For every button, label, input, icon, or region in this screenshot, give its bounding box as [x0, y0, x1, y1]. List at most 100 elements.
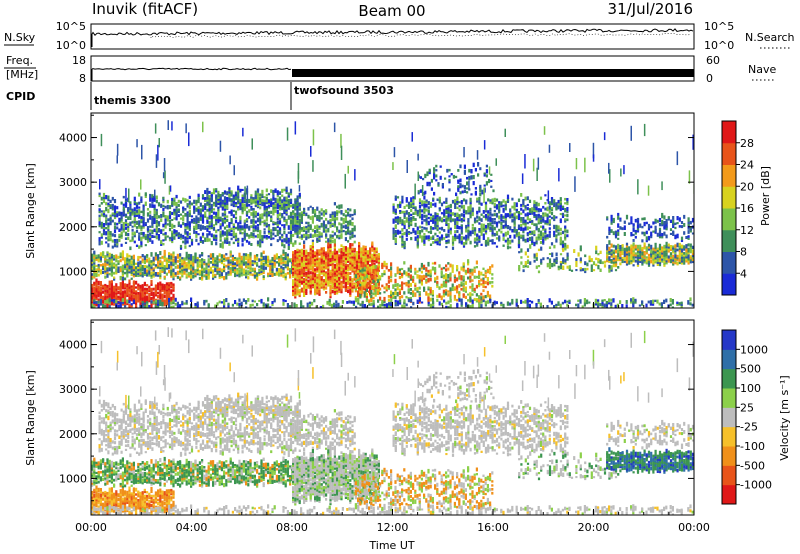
- power-cell: [473, 245, 477, 248]
- power-cell: [338, 270, 341, 273]
- power-cell: [643, 253, 646, 256]
- power-cell: [157, 234, 161, 239]
- power-cell: [555, 235, 558, 239]
- power-cell: [132, 254, 135, 260]
- power-cell: [287, 198, 290, 202]
- power-cell: [394, 216, 397, 219]
- power-cell: [194, 269, 197, 274]
- power-cell: [164, 205, 167, 209]
- power-cell: [435, 174, 438, 178]
- power-cell: [338, 229, 341, 234]
- power-cell: [176, 253, 179, 257]
- power-cell: [309, 224, 312, 228]
- power-cell: [421, 229, 424, 233]
- power-cell: [252, 214, 255, 219]
- power-cell: [149, 232, 152, 236]
- power-cell: [122, 224, 125, 229]
- power-cell: [190, 268, 193, 271]
- power-cell: [559, 236, 562, 240]
- power-cell: [130, 288, 133, 294]
- power-cell: [647, 253, 651, 257]
- power-cell: [355, 261, 358, 265]
- power-cell: [210, 224, 213, 228]
- power-cell: [245, 253, 248, 257]
- power-cell: [466, 176, 469, 180]
- power-cell: [221, 200, 224, 205]
- power-cell: [336, 283, 339, 287]
- power-cell: [185, 273, 188, 277]
- power-cell: [449, 263, 452, 268]
- power-cell: [181, 271, 184, 276]
- power-cell: [143, 300, 146, 305]
- power-cell: [208, 197, 211, 202]
- power-cell: [429, 230, 433, 234]
- power-cell: [329, 270, 332, 275]
- power-cell: [340, 250, 343, 254]
- power-cell: [234, 262, 237, 266]
- power-cell: [608, 249, 611, 253]
- power-cell: [592, 269, 596, 272]
- power-cell: [193, 225, 196, 228]
- power-cell: [333, 286, 336, 289]
- power-cell: [325, 217, 328, 221]
- power-cell: [230, 212, 233, 217]
- power-cell: [338, 257, 341, 261]
- power-cell: [371, 257, 374, 260]
- power-cell: [535, 226, 538, 229]
- power-cell: [253, 270, 256, 273]
- power-cell: [276, 192, 279, 196]
- power-cell: [458, 241, 461, 244]
- power-cell: [573, 249, 576, 253]
- power-cell: [127, 208, 130, 212]
- power-cell: [223, 219, 227, 222]
- power-cell: [135, 262, 138, 265]
- power-cell: [128, 270, 131, 274]
- power-cell: [107, 227, 110, 230]
- power-cell: [377, 253, 380, 256]
- power-cell: [128, 265, 131, 270]
- power-cell: [188, 232, 191, 235]
- power-cell: [329, 293, 332, 297]
- power-cell: [124, 219, 128, 222]
- power-cell: [259, 198, 262, 202]
- power-cell: [441, 183, 444, 187]
- power-cell: [166, 217, 169, 222]
- power-cell: [187, 257, 190, 262]
- power-cell: [491, 228, 494, 233]
- power-cell: [175, 202, 178, 207]
- power-cell: [270, 203, 273, 207]
- power-cell: [303, 249, 306, 253]
- power-cell: [320, 276, 323, 279]
- power-cell: [132, 287, 135, 291]
- power-cell: [325, 224, 328, 227]
- power-cell: [623, 260, 626, 263]
- power-cell: [366, 260, 369, 265]
- power-cell: [105, 222, 108, 226]
- power-cell: [394, 230, 397, 233]
- power-cell: [113, 205, 117, 210]
- power-cell: [228, 241, 231, 244]
- power-cell: [449, 227, 452, 231]
- power-cell: [307, 207, 310, 211]
- power-cell: [329, 280, 332, 285]
- power-cell: [294, 199, 297, 203]
- power-cell: [478, 208, 481, 213]
- power-cell: [390, 262, 393, 267]
- power-cell: [467, 259, 470, 264]
- power-cell: [131, 220, 134, 224]
- power-cell: [372, 274, 375, 279]
- power-cell: [168, 228, 172, 232]
- power-cell: [511, 197, 514, 201]
- power-cell: [436, 240, 439, 244]
- power-cell: [462, 287, 465, 292]
- power-cell: [476, 210, 479, 215]
- power-cell: [443, 237, 446, 240]
- power-cell: [303, 233, 306, 238]
- power-cell: [128, 254, 131, 258]
- power-cell: [333, 223, 336, 226]
- power-cell: [456, 267, 459, 272]
- power-cell: [432, 241, 435, 244]
- power-cell: [513, 216, 516, 219]
- power-cell: [276, 210, 279, 214]
- power-cell: [272, 204, 275, 207]
